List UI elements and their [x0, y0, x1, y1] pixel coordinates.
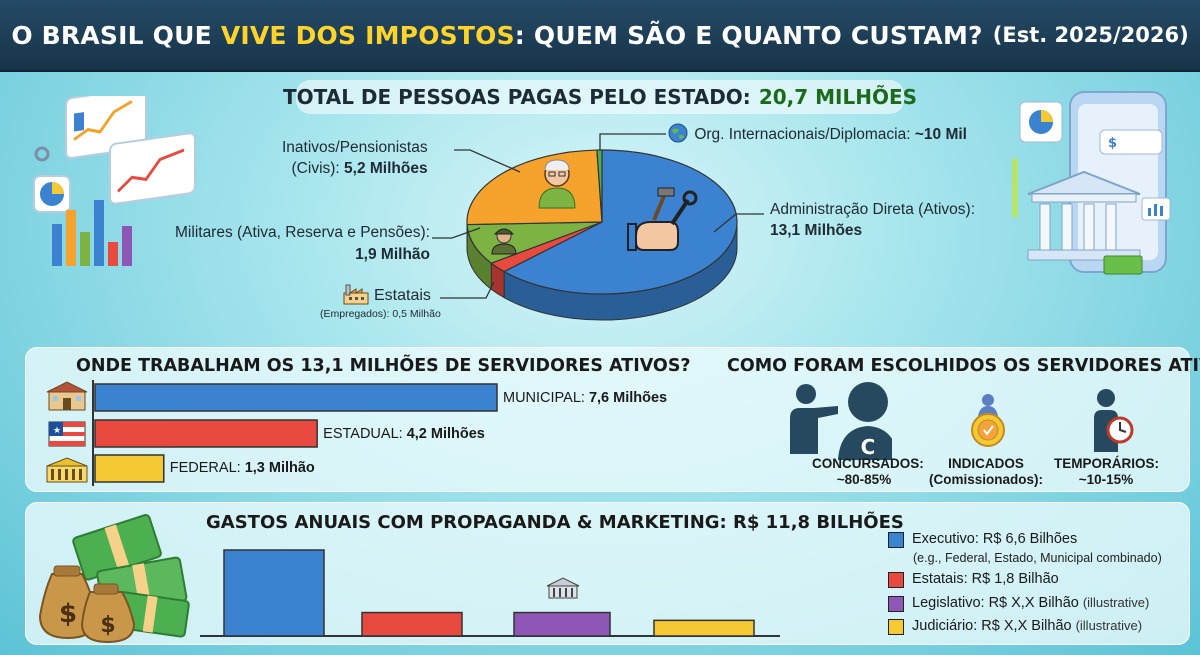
legend-swatch-judiciario [888, 619, 904, 635]
how-title: COMO FORAM ESCOLHIDOS OS SERVIDORES ATIV… [727, 356, 1200, 376]
callout-militares-line1: Militares (Ativa, Reserva e Pensões): [175, 224, 430, 241]
people-pie-chart [466, 149, 738, 321]
medal-icon [971, 394, 1005, 447]
label-concursados: CONCURSADOS: ~80-85% [812, 456, 924, 487]
callout-militares-value: 1,9 Milhão [355, 246, 430, 263]
bar-judiciario [653, 619, 755, 637]
bar-estatais [361, 611, 463, 637]
bar-legislativo [513, 611, 611, 637]
title-estimate: (Est. 2025/2026) [992, 23, 1189, 47]
legend-legislativo: Legislativo: R$ X,X Bilhão (illustrative) [888, 595, 1149, 612]
total-banner: TOTAL DE PESSOAS PAGAS PELO ESTADO: 20,7… [283, 80, 917, 114]
retiree-icon [538, 159, 576, 209]
label-indicados: INDICADOS (Comissionados): [928, 456, 1043, 487]
callout-inativos-line1: Inativos/Pensionistas [282, 139, 428, 156]
callout-estatais-sub: (Empregados): 0,5 Milhão [320, 308, 441, 320]
callout-admin-value: 13,1 Milhões [770, 222, 863, 239]
marketing-bar-chart [200, 549, 780, 637]
dashboard-illustration-icon [33, 96, 196, 266]
title-highlight: VIVE DOS IMPOSTOS [220, 20, 515, 50]
where-title: ONDE TRABALHAM OS 13,1 MILHÕES DE SERVID… [76, 356, 691, 376]
page-title: O BRASIL QUE VIVE DOS IMPOSTOS: QUEM SÃO… [11, 21, 982, 50]
callout-estatais: Estatais (Empregados): 0,5 Milhão [320, 283, 441, 320]
callout-org-internacionais: Org. Internacionais/Diplomacia: ~10 Mil [668, 123, 967, 144]
title-bar: O BRASIL QUE VIVE DOS IMPOSTOS: QUEM SÃO… [0, 0, 1200, 72]
callout-inativos-value: 5,2 Milhões [344, 160, 428, 177]
legend-swatch-legislativo [888, 596, 904, 612]
temporary-worker-clock-icon [1094, 389, 1134, 452]
svg-text:$: $ [100, 613, 115, 638]
tools-hand-icon [627, 187, 698, 251]
pie-slice-administra-o-direta-ativos [502, 149, 738, 295]
title-part1: O BRASIL QUE [11, 20, 221, 50]
bank-building-icon: $ [1012, 91, 1171, 275]
svg-text:$: $ [1108, 136, 1117, 151]
school-building-icon [46, 381, 88, 411]
svg-text:$: $ [59, 599, 77, 629]
legend-estatais: Estatais: R$ 1,8 Bilhão [888, 571, 1059, 588]
globe-icon [668, 123, 688, 143]
where-bar-chart [92, 380, 498, 486]
callout-estatais-label: Estatais [374, 287, 431, 304]
money-stack-icon: $ $ [38, 514, 190, 644]
title-part2: : QUEM SÃO E QUANTO CUSTAM? [514, 20, 983, 50]
label-federal: FEDERAL: 1,3 Milhão [169, 460, 315, 476]
label-municipal: MUNICIPAL: 7,6 Milhões [503, 390, 668, 406]
bar-executivo [223, 549, 325, 637]
level-icons: ★ [46, 381, 88, 483]
concursados-icon: C [790, 382, 892, 460]
federal-building-icon [46, 457, 88, 483]
legend-judiciario: Judiciário: R$ X,X Bilhão (illustrative) [888, 618, 1142, 635]
state-flag-icon: ★ [48, 421, 86, 447]
label-estadual: ESTADUAL: 4,2 Milhões [323, 426, 485, 442]
legend-executivo-note: (e.g., Federal, Estado, Municipal combin… [913, 551, 1162, 565]
callout-inativos-line2: (Civis): [291, 160, 345, 177]
callout-militares: Militares (Ativa, Reserva e Pensões): 1,… [170, 222, 430, 266]
callout-org-value: ~10 Mil [914, 126, 967, 143]
callout-org-label: Org. Internacionais/Diplomacia: [694, 126, 915, 143]
concurso-c-letter: C [861, 435, 876, 459]
callout-inativos: Inativos/Pensionistas (Civis): 5,2 Milhõ… [282, 137, 428, 179]
bar-estadual [94, 419, 318, 448]
callout-admin-line1: Administração Direta (Ativos): [770, 201, 976, 218]
legend-swatch-estatais [888, 572, 904, 588]
soldier-icon [491, 228, 517, 255]
congress-building-icon [546, 577, 580, 599]
bar-municipal [94, 383, 498, 412]
legend-executivo: Executivo: R$ 6,6 Bilhões [888, 531, 1077, 548]
svg-text:★: ★ [53, 426, 61, 436]
callout-admin-direta: Administração Direta (Ativos): 13,1 Milh… [770, 199, 975, 241]
legend-swatch-executivo [888, 532, 904, 548]
bar-federal [94, 454, 165, 483]
pie-slice-org-internacionais-diplomacia [596, 149, 603, 223]
total-value: 20,7 MILHÕES [758, 85, 918, 109]
marketing-title: GASTOS ANUAIS COM PROPAGANDA & MARKETING… [206, 512, 904, 533]
pie-slice-inativos-pensionistas-civis [466, 149, 603, 226]
total-label: TOTAL DE PESSOAS PAGAS PELO ESTADO: [283, 85, 751, 109]
factory-icon [343, 284, 369, 305]
label-temporarios: TEMPORÁRIOS: ~10-15% [1054, 456, 1160, 487]
